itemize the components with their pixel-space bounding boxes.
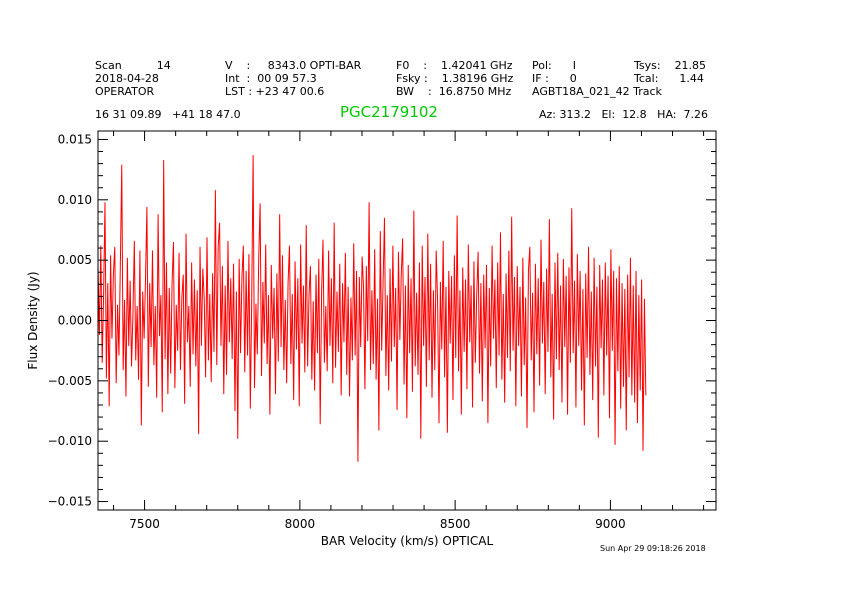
header-row2-if: IF : 0 [532, 72, 577, 85]
header-row1-tsys: Tsys: 21.85 [634, 59, 707, 72]
tick-layer: 7500 8000 8500 9000 −0.015 −0.010 −0.005 0.000 0… [48, 131, 716, 531]
header-row2-fsky: Fsky : 1.38196 GHz [396, 72, 514, 85]
header-row1-f0: F0 : 1.42041 GHz [396, 59, 513, 72]
y-tick-label: 0.005 [58, 253, 92, 267]
y-tick-label: −0.005 [48, 374, 92, 388]
header-row3-lst: LST : +23 47 00.6 [225, 85, 325, 98]
header-row2-int: Int : 00 09 57.3 [225, 72, 317, 85]
trace-layer [97, 155, 647, 462]
x-tick-label: 7500 [129, 517, 160, 531]
header-row1-velocity: V : 8343.0 OPTI-BAR [225, 59, 362, 72]
header-row2-date: 2018-04-28 [95, 72, 159, 85]
header-az-el-ha: Az: 313.2 El: 12.8 HA: 7.26 [539, 108, 708, 121]
x-axis-label: BAR Velocity (km/s) OPTICAL [321, 534, 494, 548]
header-row1-scan: Scan 14 [95, 59, 171, 72]
y-tick-label: 0.015 [58, 132, 92, 146]
y-tick-label: 0.000 [58, 314, 92, 328]
header-coordinates: 16 31 09.89 +41 18 47.0 [95, 108, 241, 121]
plot-frame [97, 130, 717, 511]
header-row3-project: AGBT18A_021_42 Track [532, 85, 662, 98]
x-tick-label: 8000 [285, 517, 316, 531]
header-row3-bw: BW : 16.8750 MHz [396, 85, 512, 98]
header-row2-tcal: Tcal: 1.44 [634, 72, 704, 85]
source-name: PGC2179102 [340, 103, 438, 121]
y-axis-label: Flux Density (Jy) [26, 271, 40, 369]
header-row1-pol: Pol: I [532, 59, 576, 72]
y-tick-label: −0.015 [48, 495, 92, 509]
x-tick-label: 8500 [440, 517, 471, 531]
y-tick-label: −0.010 [48, 434, 92, 448]
plot-timestamp: Sun Apr 29 09:18:26 2018 [600, 544, 706, 553]
y-tick-label: 0.010 [58, 193, 92, 207]
header-row3-observer: OPERATOR [95, 85, 155, 98]
x-tick-label: 9000 [595, 517, 626, 531]
spectrum-trace [97, 155, 647, 462]
